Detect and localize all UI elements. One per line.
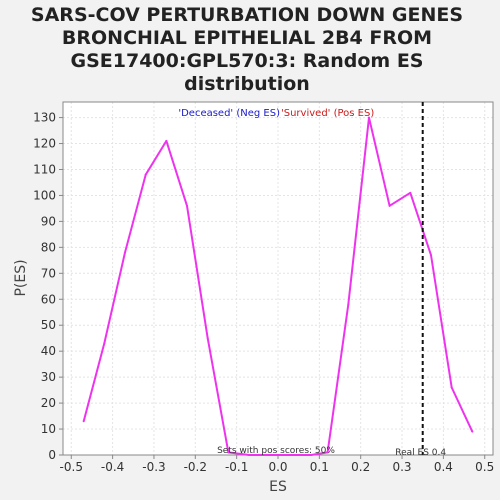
title-line-1: SARS-COV PERTURBATION DOWN GENES xyxy=(31,4,463,26)
y-tick-label: 90 xyxy=(41,214,56,228)
pos-scores-annotation: Sets with pos scores: 50% xyxy=(217,446,335,456)
y-tick-label: 40 xyxy=(41,344,56,358)
x-axis-label: ES xyxy=(269,479,287,495)
data-point-11 xyxy=(310,454,313,456)
series-line-0 xyxy=(82,116,474,456)
y-tick-label: 100 xyxy=(33,188,56,202)
data-point-10 xyxy=(289,454,292,456)
data-point-4 xyxy=(165,139,168,142)
real-es-label: Real ES 0.4 xyxy=(395,448,446,458)
y-tick-label: 30 xyxy=(41,370,56,384)
y-tick-label: 0 xyxy=(48,448,56,462)
y-tick-label: 80 xyxy=(41,240,56,254)
x-tick-label: 0.0 xyxy=(268,460,287,474)
x-tick-label: 0.4 xyxy=(434,460,453,474)
series-layer xyxy=(82,116,474,456)
data-point-14 xyxy=(367,116,370,119)
legend-neg-label: 'Deceased' (Neg ES) xyxy=(178,108,280,119)
x-tick-label: -0.1 xyxy=(225,460,248,474)
y-tick-label: 70 xyxy=(41,266,56,280)
y-axis-ticks: 0 10 20 30 40 50 60 70 80 90 100 110 120 130 xyxy=(33,111,63,462)
y-tick-label: 120 xyxy=(33,137,56,151)
x-tick-label: 0.3 xyxy=(392,460,411,474)
grid xyxy=(63,102,493,456)
legend: 'Deceased' (Neg ES) 'Survived' (Pos ES) xyxy=(178,108,374,119)
chart-title: SARS-COV PERTURBATION DOWN GENES BRONCHI… xyxy=(31,4,463,95)
data-point-3 xyxy=(144,173,147,176)
y-tick-label: 10 xyxy=(41,422,56,436)
data-point-1 xyxy=(103,342,106,345)
legend-pos-label: 'Survived' (Pos ES) xyxy=(281,108,374,119)
x-tick-label: 0.2 xyxy=(351,460,370,474)
y-tick-label: 110 xyxy=(33,162,56,176)
data-point-5 xyxy=(186,204,189,207)
title-line-4: distribution xyxy=(184,73,310,95)
y-axis-label: P(ES) xyxy=(13,259,29,296)
data-point-12 xyxy=(326,451,329,454)
data-point-6 xyxy=(206,337,209,340)
data-point-7 xyxy=(227,451,230,454)
title-line-2: BRONCHIAL EPITHELIAL 2B4 FROM xyxy=(62,27,432,49)
title-line-3: GSE17400:GPL570:3: Random ES xyxy=(71,50,424,72)
y-tick-label: 130 xyxy=(33,111,56,125)
x-tick-label: 0.1 xyxy=(310,460,329,474)
data-point-8 xyxy=(248,454,251,456)
data-point-15 xyxy=(388,204,391,207)
data-point-0 xyxy=(82,420,85,423)
y-tick-label: 20 xyxy=(41,396,56,410)
x-tick-label: -0.4 xyxy=(101,460,124,474)
data-point-19 xyxy=(471,430,474,433)
y-tick-label: 60 xyxy=(41,292,56,306)
data-point-17 xyxy=(429,254,432,257)
data-point-13 xyxy=(347,303,350,306)
x-tick-label: 0.5 xyxy=(475,460,494,474)
x-tick-label: -0.3 xyxy=(142,460,165,474)
y-tick-label: 50 xyxy=(41,318,56,332)
data-point-16 xyxy=(409,191,412,194)
x-tick-label: -0.2 xyxy=(184,460,207,474)
data-point-2 xyxy=(124,251,127,254)
data-point-9 xyxy=(268,454,271,456)
x-axis-ticks: -0.5 -0.4 -0.3 -0.2 -0.1 0.0 0.1 0.2 0.3 0.4 0.5 xyxy=(60,455,494,474)
x-tick-label: -0.5 xyxy=(60,460,83,474)
data-point-18 xyxy=(450,386,453,389)
